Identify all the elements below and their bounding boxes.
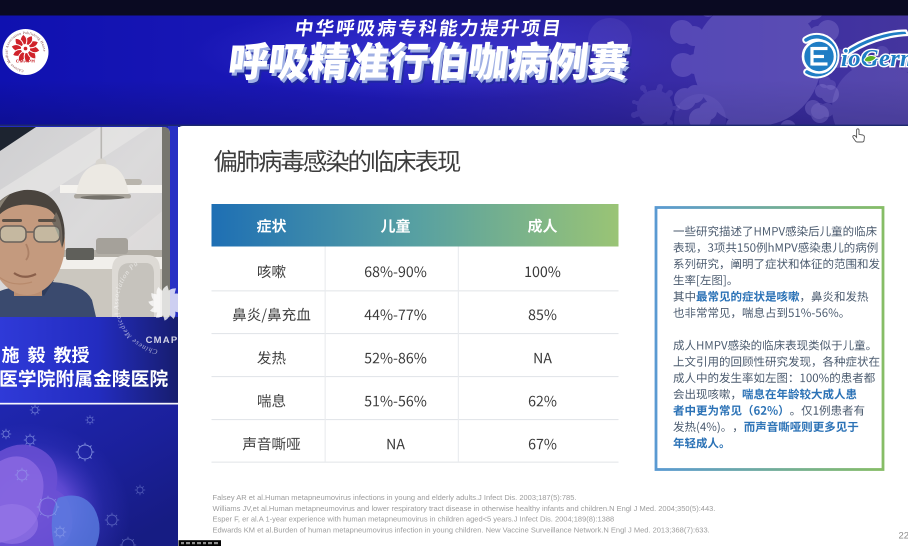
svg-text:CMAPH: CMAPH xyxy=(146,335,187,346)
svg-text:Falsey AR et al.Human metapneu: Falsey AR et al.Human metapneumovirus in… xyxy=(213,493,577,502)
svg-text:CMAPH: CMAPH xyxy=(16,59,36,65)
svg-text:22: 22 xyxy=(899,531,908,542)
svg-text:Esper F, er al.A 1-year experi: Esper F, er al.A 1-year experience with … xyxy=(213,515,615,524)
svg-text:Edwards KM et al.Burden of hum: Edwards KM et al.Burden of human metapne… xyxy=(213,525,710,534)
svg-text:Williams JV,et al.Human metapn: Williams JV,et al.Human metapneumovirus … xyxy=(213,504,716,513)
